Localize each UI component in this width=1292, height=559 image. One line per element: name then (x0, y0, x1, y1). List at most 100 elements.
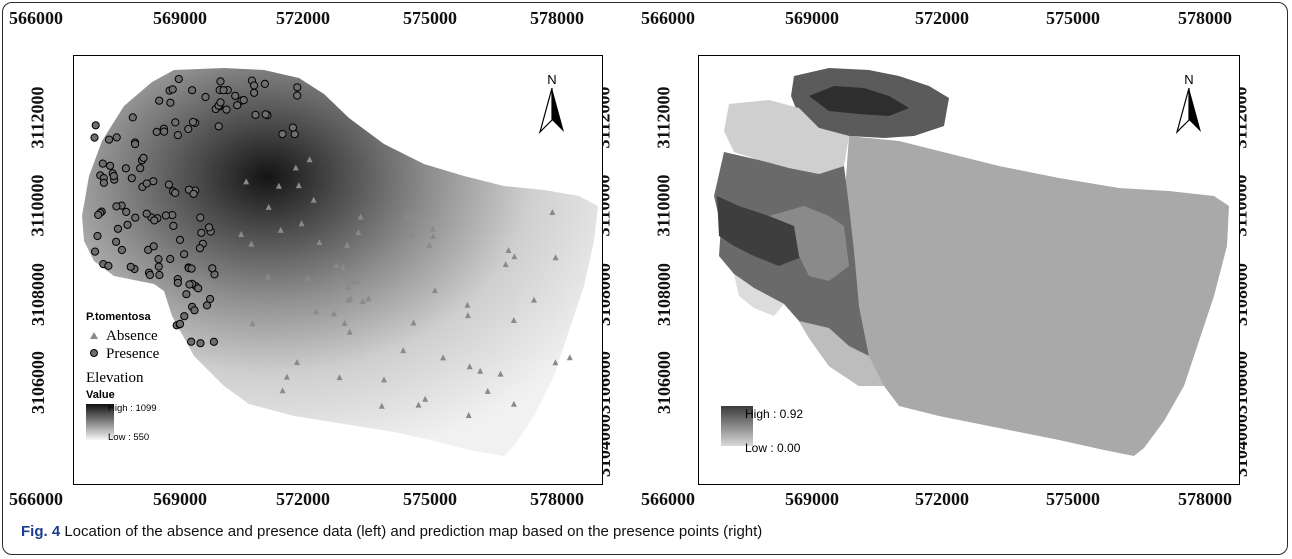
absence-marker (355, 229, 362, 236)
caption-text: Location of the absence and presence dat… (60, 523, 763, 540)
absence-marker (552, 359, 559, 366)
presence-marker (155, 96, 164, 105)
presence-marker (189, 189, 198, 198)
presence-marker (196, 213, 205, 222)
left-x-tick-top: 572000 (276, 8, 330, 28)
elevation-legend-ramp (86, 404, 114, 440)
presence-marker (231, 91, 240, 100)
presence-marker (293, 91, 302, 100)
absence-marker (430, 232, 437, 239)
legend-species-title: P.tomentosa (86, 311, 151, 323)
presence-marker (112, 202, 121, 211)
left-y-tick-left: 3110000 (27, 174, 48, 237)
absence-marker (349, 278, 355, 285)
left-x-tick-bottom: 572000 (276, 489, 330, 509)
presence-marker (109, 172, 118, 181)
presence-marker (171, 188, 180, 197)
presence-marker (251, 110, 260, 119)
presence-marker (261, 110, 270, 119)
north-label: N (547, 72, 556, 87)
presence-marker (142, 209, 151, 218)
right-x-tick-bottom: 572000 (915, 489, 969, 509)
figure-caption: Fig. 4 Location of the absence and prese… (21, 523, 762, 540)
left-y-tick-left: 3112000 (27, 86, 48, 149)
absence-marker (549, 209, 556, 215)
absence-marker (505, 247, 512, 253)
absence-marker (248, 240, 255, 247)
left-y-tick-left: 3106000 (28, 351, 48, 414)
absence-marker (497, 370, 504, 377)
presence-marker (169, 221, 178, 230)
absence-marker (465, 412, 472, 418)
left-x-tick-top: 566000 (9, 8, 63, 28)
north-arrow-icon (1175, 87, 1201, 135)
study-area-elevation (82, 68, 598, 456)
right-x-tick-bottom: 569000 (785, 489, 839, 509)
right-map-svg: N High : 0.92 Low : 0.00 (714, 68, 1229, 456)
right-y-tick-left: 3112000 (653, 86, 674, 149)
right-x-tick-top: 578000 (1178, 8, 1232, 28)
absence-marker (265, 203, 272, 210)
presence-marker (239, 96, 248, 105)
caption-label: Fig. 4 (21, 523, 61, 540)
absence-marker (344, 241, 351, 248)
right-y-tick-left: 3106000 (654, 351, 674, 414)
presence-marker (190, 306, 199, 315)
absence-marker (415, 401, 422, 408)
absence-marker (354, 278, 361, 285)
absence-marker (298, 220, 305, 227)
absence-marker (340, 264, 347, 271)
right-x-tick-bottom: 578000 (1178, 489, 1232, 509)
presence-marker (126, 262, 135, 271)
presence-marker (164, 180, 174, 189)
presence-marker (93, 231, 102, 241)
absence-marker (265, 273, 271, 280)
absence-marker (410, 319, 417, 326)
presence-marker (290, 130, 299, 139)
absence-marker (431, 287, 438, 294)
presence-marker (185, 280, 194, 289)
left-x-tick-top: 569000 (153, 8, 207, 28)
absence-marker (308, 284, 315, 291)
left-x-tick-bottom: 569000 (153, 489, 207, 509)
presence-marker (174, 74, 183, 84)
right-x-tick-bottom: 566000 (641, 489, 695, 509)
presence-marker (288, 123, 297, 132)
prediction-high-zone (714, 68, 949, 386)
prediction-legend-ramp (721, 406, 753, 446)
right-x-tick-top: 569000 (785, 8, 839, 28)
presence-marker (222, 105, 231, 114)
absence-marker (269, 289, 276, 296)
absence-marker (510, 317, 517, 323)
legend-value-label: Value (86, 389, 115, 401)
presence-marker (131, 140, 140, 149)
legend-presence: Presence (106, 346, 160, 362)
presence-marker (142, 179, 151, 188)
presence-marker (187, 264, 196, 273)
right-y-tick-left: 3110000 (653, 174, 674, 237)
absence-marker (277, 226, 284, 233)
absence-marker (357, 213, 364, 220)
right-x-tick-bottom: 575000 (1046, 489, 1100, 509)
presence-marker (91, 121, 100, 130)
presence-marker (208, 264, 217, 273)
absence-marker (511, 253, 518, 260)
legend-elevation-title: Elevation (86, 370, 144, 386)
presence-marker (180, 312, 189, 321)
presence-marker (123, 220, 132, 229)
presence-marker (184, 124, 193, 134)
absence-marker (294, 359, 300, 365)
right-map-panel: N High : 0.92 Low : 0.00 (698, 55, 1240, 485)
presence-marker (166, 254, 175, 264)
presence-marker (90, 133, 99, 142)
absence-marker (477, 367, 484, 374)
left-x-tick-top: 578000 (530, 8, 584, 28)
presence-marker (197, 228, 206, 237)
presence-marker (154, 255, 163, 264)
presence-marker (90, 247, 100, 256)
absence-marker (502, 261, 509, 268)
presence-marker (161, 211, 171, 220)
absence-marker (404, 213, 411, 220)
absence-marker (464, 301, 471, 308)
absence-marker (341, 319, 348, 326)
